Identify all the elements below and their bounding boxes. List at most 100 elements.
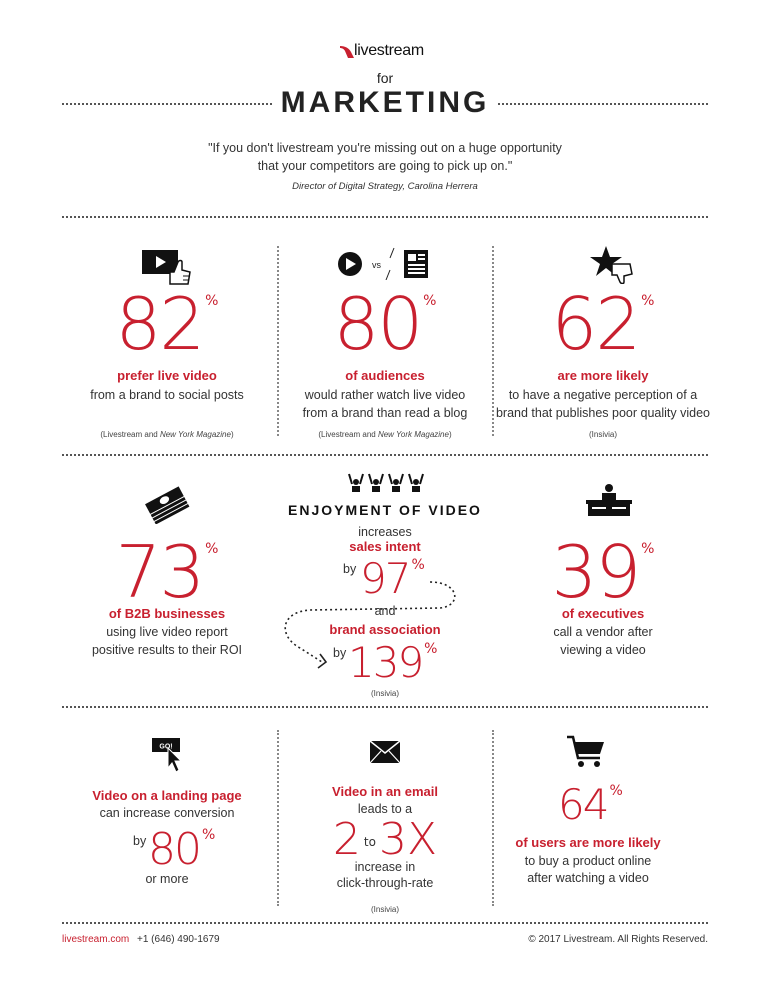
go-button-cursor-icon: GO! [152, 738, 183, 773]
video-vs-blog-icon: vs [338, 247, 428, 280]
stat-number: 82% [62, 288, 272, 360]
source-publication: New York Magazine [377, 430, 449, 439]
brand-association-label: brand association [329, 622, 441, 637]
percent-sign: % [609, 783, 623, 799]
stat-card-users: 64% of users are more likely to buy a pr… [498, 730, 708, 900]
source-text: (Livestream and [100, 430, 160, 439]
stat-value: 80 [333, 282, 424, 366]
divider [62, 103, 272, 105]
vs-label: vs [372, 260, 382, 270]
stat-desc: to have a negative perception of a [508, 388, 698, 402]
column-divider [277, 246, 279, 436]
column-divider [492, 730, 494, 906]
flow-arrow [284, 581, 456, 669]
go-label: GO! [159, 744, 172, 751]
stat-desc: increase in [354, 860, 416, 874]
stat-card-audiences: vs 80% of audiences would rather watch l… [280, 240, 490, 440]
stat-value: 97 [360, 554, 411, 603]
star-thumbs-down-icon [590, 246, 633, 284]
sales-intent-label: sales intent [349, 539, 421, 554]
footer-phone: +1 (646) 490-1679 [137, 934, 220, 945]
video-thumbs-up-icon [142, 250, 191, 285]
quote: "If you don't livestream you're missing … [100, 139, 670, 175]
source-publication: New York Magazine [159, 430, 231, 439]
stat-desc: from a brand than read a blog [302, 406, 468, 420]
stat-lead: prefer live video [117, 368, 217, 383]
quote-line: that your competitors are going to pick … [257, 159, 513, 173]
divider [62, 216, 708, 218]
stat-desc: leads to a [357, 802, 413, 816]
stat-value: 73 [115, 530, 206, 614]
multiplier: X [406, 814, 438, 865]
stat-number: 62% [498, 288, 708, 360]
percent-sign: % [423, 293, 437, 309]
enjoyment-section: ENJOYMENT OF VIDEO increases sales inten… [270, 466, 500, 698]
stat-lead: Video on a landing page [92, 788, 242, 803]
stat-number: 39% [498, 536, 708, 608]
stat-number: 2 to3X [280, 818, 490, 862]
audience-cheering-icon [348, 473, 424, 492]
stat-value: 39 [551, 530, 642, 614]
stat-number: 80% [148, 828, 215, 872]
source-text: (Insivia) [588, 430, 617, 439]
source-text: (Livestream and [318, 430, 378, 439]
stat-source: (Insivia) [370, 905, 399, 914]
brand-logo: livestream [339, 42, 429, 62]
stat-source: (Insivia) [498, 430, 708, 439]
range-end: 3 [378, 814, 407, 865]
stat-source: (Livestream and New York Magazine) [62, 430, 272, 439]
stat-desc: to buy a product online [524, 854, 652, 868]
stat-lead: of audiences [345, 368, 425, 383]
stat-number: 73% [62, 536, 272, 608]
page-title: MARKETING [280, 86, 490, 119]
percent-sign: % [411, 557, 425, 573]
stat-lead: Video in an email [332, 784, 438, 799]
percent-sign: % [641, 541, 655, 557]
and-label: and [374, 604, 396, 618]
stat-lead: of executives [561, 606, 645, 621]
stat-value: 82 [115, 282, 206, 366]
increases-label: increases [358, 525, 412, 539]
stat-number: 64% [558, 784, 623, 826]
stat-value: 80 [148, 824, 202, 875]
divider [62, 454, 708, 456]
money-stack-icon [145, 486, 190, 524]
stat-desc: or more [145, 872, 189, 886]
brand-name: livestream [354, 42, 424, 59]
stat-source: (Livestream and New York Magazine) [280, 430, 490, 439]
stat-lead: of users are more likely [515, 835, 661, 850]
livestream-mark-icon [340, 46, 354, 58]
divider [62, 706, 708, 708]
divider [62, 922, 708, 924]
stat-desc: brand that publishes poor quality video [495, 406, 711, 420]
stat-number: 139% [348, 642, 437, 684]
stat-number: 80% [280, 288, 490, 360]
executive-desk-icon [586, 484, 632, 516]
stat-desc: after watching a video [527, 871, 649, 885]
footer-copyright: © 2017 Livestream. All Rights Reserved. [528, 934, 708, 945]
stat-number: 97% [360, 558, 425, 600]
for-label: for [376, 70, 394, 86]
column-divider [492, 246, 494, 436]
stat-card-email: Video in an email leads to a 2 to3X incre… [280, 730, 490, 914]
stat-desc: call a vendor after [553, 625, 653, 639]
stat-card-poor-quality: 62% are more likely to have a negative p… [496, 240, 710, 440]
footer-site-link[interactable]: livestream.com [62, 934, 130, 945]
section-title: ENJOYMENT OF VIDEO [288, 502, 482, 518]
by-label: by [133, 834, 147, 848]
percent-sign: % [641, 293, 655, 309]
percent-sign: % [205, 541, 219, 557]
to-label: to [363, 835, 376, 849]
stat-card-executives: 39% of executives call a vendor after vi… [498, 480, 708, 680]
stat-desc: positive results to their ROI [91, 643, 243, 657]
divider [498, 103, 708, 105]
percent-sign: % [424, 641, 438, 657]
stat-value: 64 [558, 780, 609, 829]
stat-desc: from a brand to social posts [90, 388, 244, 402]
stat-card-b2b: 73% of B2B businesses using live video r… [62, 480, 272, 680]
stat-desc: would rather watch live video [304, 388, 466, 402]
percent-sign: % [202, 827, 216, 843]
stat-card-live-video: 82% prefer live video from a brand to so… [62, 240, 272, 440]
stat-source: (Insivia) [370, 689, 399, 698]
stat-desc: viewing a video [560, 643, 646, 657]
